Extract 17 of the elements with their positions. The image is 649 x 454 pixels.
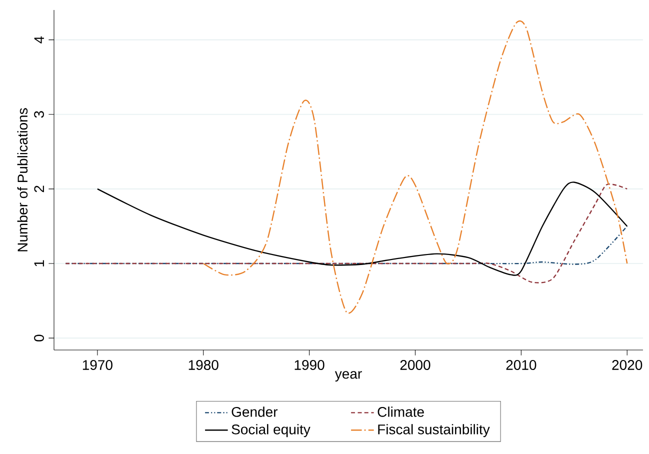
x-tick-label: 2020 <box>612 360 642 370</box>
x-tick-label: 1980 <box>188 360 218 370</box>
y-tick-label: 2 <box>34 186 44 192</box>
y-tick-label: 3 <box>34 111 44 118</box>
x-tick-label: 2000 <box>400 360 430 370</box>
x-tick-label: 1990 <box>294 360 324 370</box>
x-tick-label: 1970 <box>82 360 112 370</box>
y-tick-label: 4 <box>34 36 44 44</box>
x-tick-label: 2010 <box>506 360 536 370</box>
x-axis-title: year <box>334 371 362 382</box>
legend-label: Fiscal sustainbility <box>378 424 490 438</box>
legend-label: Climate <box>378 406 424 417</box>
legend-label: Social equity <box>232 424 310 438</box>
legend-label: Gender <box>232 406 278 417</box>
y-axis-title: Number of Publications <box>17 108 28 252</box>
y-tick-label: 0 <box>34 334 44 342</box>
y-tick-label: 1 <box>34 260 44 266</box>
